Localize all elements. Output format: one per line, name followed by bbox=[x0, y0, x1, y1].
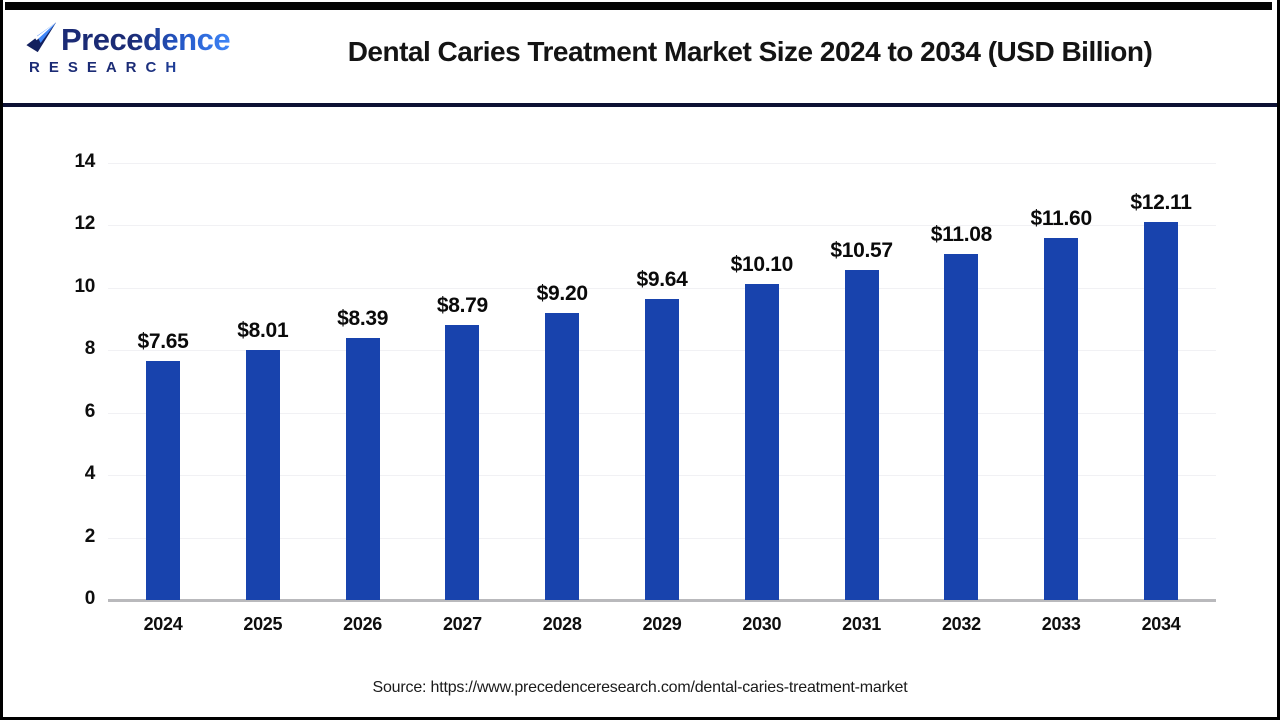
y-axis-tick-label: 6 bbox=[84, 400, 96, 422]
x-axis-category-label: 2034 bbox=[1141, 614, 1181, 634]
grid-line bbox=[108, 225, 1216, 226]
bar-value-label: $8.01 bbox=[237, 318, 289, 342]
x-axis-category-label: 2030 bbox=[742, 614, 782, 634]
x-axis-line bbox=[108, 599, 1216, 602]
x-axis-category-label: 2033 bbox=[1041, 614, 1081, 634]
top-border-bar bbox=[5, 2, 1272, 10]
brand-name: Precedence bbox=[61, 22, 231, 57]
bar-value-label: $11.60 bbox=[1030, 206, 1093, 230]
brand-logo: Precedence RESEARCH bbox=[25, 22, 295, 76]
bar bbox=[645, 298, 679, 600]
bar bbox=[545, 312, 580, 600]
bar bbox=[944, 253, 979, 600]
header-divider bbox=[3, 103, 1277, 107]
x-axis-category-label: 2024 bbox=[143, 614, 183, 634]
bar bbox=[345, 337, 380, 600]
bar bbox=[1044, 237, 1079, 600]
x-axis-category-label: 2032 bbox=[941, 614, 981, 634]
x-axis-category-label: 2028 bbox=[542, 614, 582, 634]
x-axis-category-label: 2031 bbox=[842, 614, 882, 634]
y-axis-tick-label: 2 bbox=[84, 525, 96, 547]
y-axis-tick-label: 10 bbox=[74, 275, 95, 297]
bar-value-label: $11.08 bbox=[930, 222, 993, 246]
chart-title: Dental Caries Treatment Market Size 2024… bbox=[347, 36, 1153, 67]
bar-value-label: $9.20 bbox=[536, 281, 588, 305]
y-axis-tick-label: 0 bbox=[84, 588, 96, 609]
grid-line bbox=[108, 287, 1216, 289]
bar bbox=[245, 349, 280, 600]
x-axis-category-label: 2029 bbox=[642, 614, 682, 634]
bar-value-label: $10.57 bbox=[830, 238, 893, 262]
x-axis-category-label: 2027 bbox=[442, 614, 482, 634]
paper-plane-icon bbox=[26, 22, 57, 53]
bar-value-label: $8.79 bbox=[436, 294, 488, 318]
x-axis-category-label: 2026 bbox=[343, 614, 383, 634]
y-axis-tick-label: 8 bbox=[84, 338, 96, 359]
source-text: Source: https://www.precedenceresearch.c… bbox=[372, 679, 908, 696]
brand-logo-wordmark: Precedence bbox=[25, 22, 295, 58]
bar bbox=[744, 284, 779, 600]
brand-subtitle: RESEARCH bbox=[29, 59, 295, 76]
bar-value-label: $7.65 bbox=[137, 329, 189, 353]
bar-value-label: $9.64 bbox=[636, 267, 688, 291]
bar bbox=[445, 325, 480, 600]
grid-line bbox=[108, 162, 1216, 164]
bar-value-label: $12.11 bbox=[1130, 190, 1192, 214]
bar-value-label: $10.10 bbox=[730, 253, 794, 277]
x-axis-category-label: 2025 bbox=[243, 614, 283, 634]
y-axis-tick-label: 4 bbox=[84, 463, 96, 484]
bar bbox=[1144, 221, 1178, 600]
bar-value-label: $8.39 bbox=[337, 306, 389, 330]
y-axis-tick-label: 12 bbox=[74, 213, 95, 234]
bar bbox=[844, 269, 879, 600]
bar bbox=[146, 360, 180, 600]
y-axis-tick-label: 14 bbox=[74, 150, 95, 172]
